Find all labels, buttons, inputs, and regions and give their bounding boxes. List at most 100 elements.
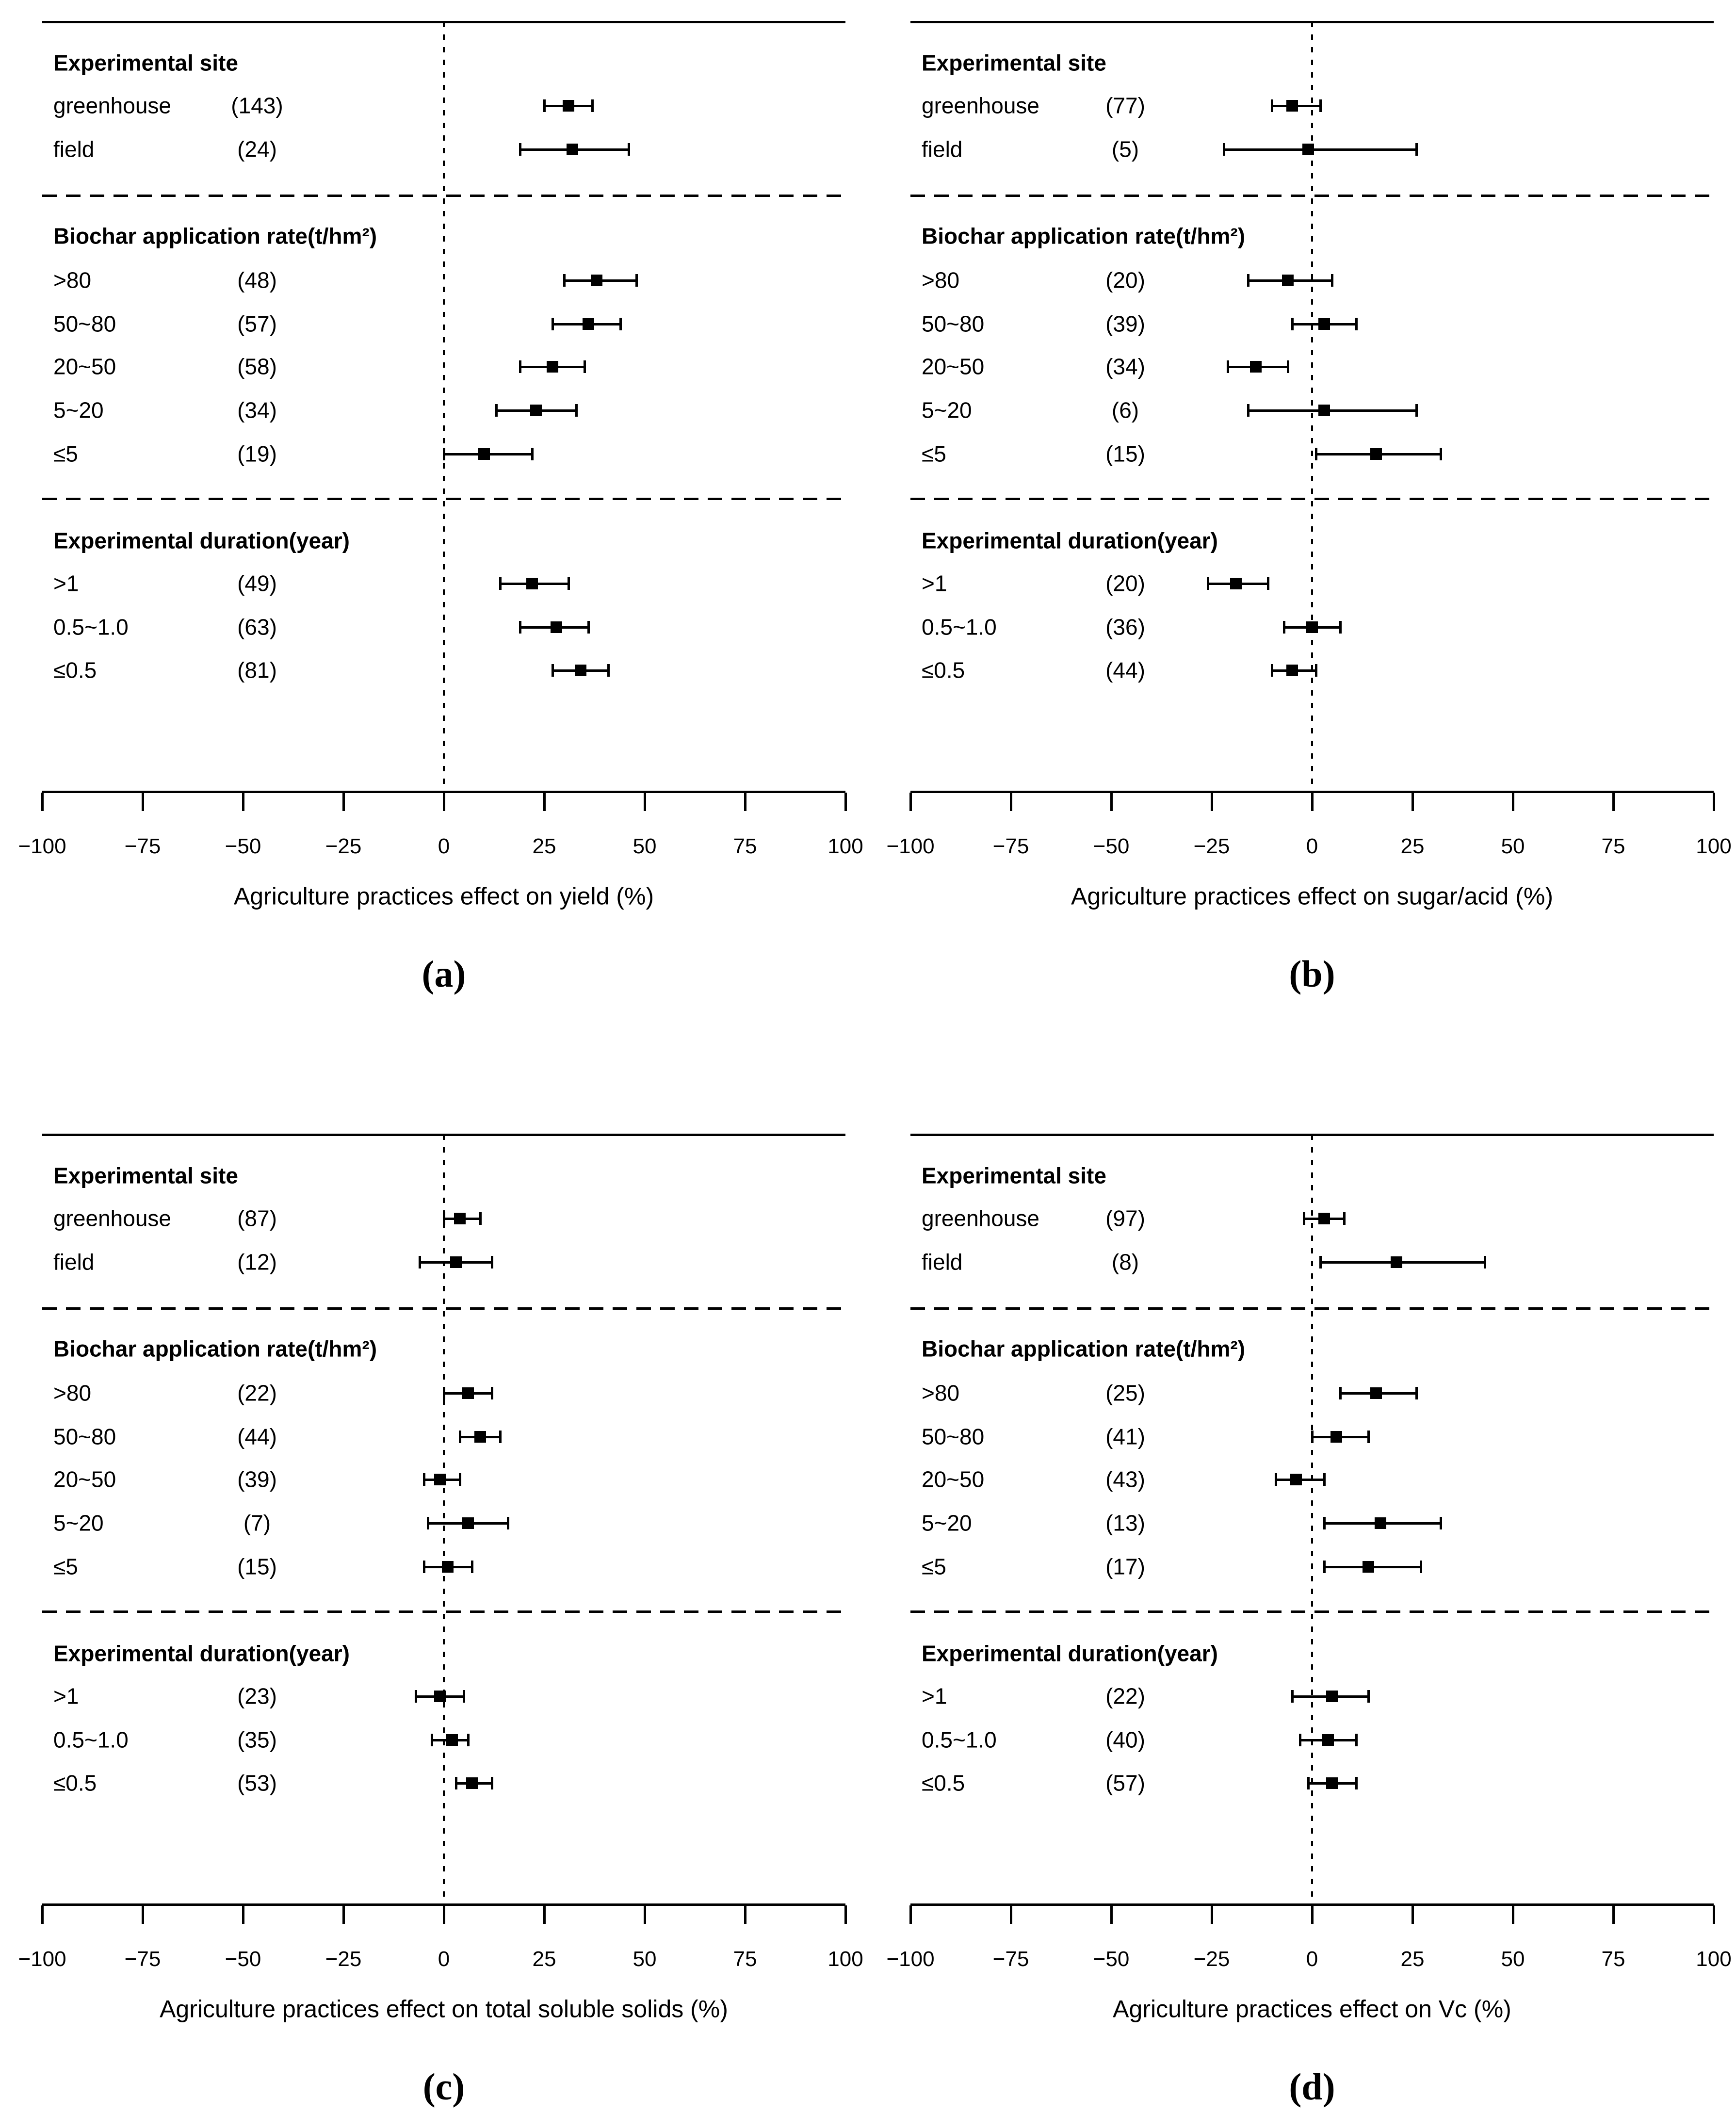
ci-cap-right bbox=[491, 1256, 494, 1268]
ci-cap-left bbox=[1315, 448, 1318, 460]
row-label: greenhouse bbox=[922, 93, 1039, 118]
axis-tick-label: −100 bbox=[886, 834, 935, 858]
ci-cap-right bbox=[1355, 1734, 1358, 1746]
axis-tick-label: 50 bbox=[1501, 834, 1525, 858]
axis-tick-label: 100 bbox=[827, 834, 863, 858]
zero-reference-line bbox=[1311, 22, 1313, 792]
point-estimate-marker bbox=[1302, 144, 1314, 155]
axis-tick bbox=[1311, 1905, 1314, 1924]
point-estimate-marker bbox=[1326, 1691, 1338, 1702]
group-heading: Experimental duration(year) bbox=[922, 1641, 1218, 1666]
ci-cap-right bbox=[467, 1734, 470, 1746]
row-label: >1 bbox=[53, 570, 79, 596]
axis-tick bbox=[242, 793, 244, 811]
ci-cap-right bbox=[463, 1690, 466, 1703]
group-heading: Biochar application rate(t/hm²) bbox=[922, 1336, 1246, 1362]
ci-cap-left bbox=[1307, 1777, 1310, 1789]
group-separator-dashed bbox=[910, 498, 1714, 500]
group-heading: Experimental site bbox=[53, 1163, 238, 1188]
axis-tick-label: −25 bbox=[325, 834, 362, 858]
ci-cap-left bbox=[519, 621, 522, 634]
axis-tick bbox=[142, 1905, 144, 1924]
row-count: (6) bbox=[1111, 397, 1139, 423]
axis-tick bbox=[41, 793, 44, 811]
ci-cap-left bbox=[551, 664, 554, 677]
axis-tick-label: −75 bbox=[992, 834, 1029, 858]
axis-tick-label: 25 bbox=[532, 1947, 556, 1971]
ci-cap-right bbox=[619, 318, 622, 330]
x-axis-title: Agriculture practices effect on yield (%… bbox=[233, 882, 654, 910]
ci-cap-left bbox=[1339, 1387, 1342, 1399]
ci-cap-right bbox=[1266, 577, 1269, 590]
axis-tick-label: 25 bbox=[1400, 834, 1425, 858]
point-estimate-marker bbox=[462, 1517, 474, 1529]
point-estimate-marker bbox=[1330, 1431, 1342, 1443]
row-count: (143) bbox=[231, 93, 283, 118]
ci-cap-right bbox=[1415, 143, 1418, 156]
x-axis-line bbox=[910, 1903, 1714, 1906]
row-label: 20~50 bbox=[922, 354, 985, 379]
point-estimate-marker bbox=[1390, 1256, 1402, 1268]
group-separator-dashed bbox=[42, 195, 845, 197]
zero-reference-line bbox=[443, 1135, 445, 1904]
row-label: >80 bbox=[53, 1380, 92, 1406]
row-count: (63) bbox=[237, 614, 277, 640]
ci-cap-left bbox=[1283, 621, 1286, 634]
ci-cap-right bbox=[1323, 1473, 1326, 1486]
point-estimate-marker bbox=[434, 1691, 446, 1702]
row-count: (20) bbox=[1105, 267, 1145, 293]
point-estimate-marker bbox=[530, 405, 542, 416]
row-label: 5~20 bbox=[53, 397, 104, 423]
ci-cap-left bbox=[1206, 577, 1209, 590]
axis-tick-label: −50 bbox=[225, 1947, 261, 1971]
ci-cap-left bbox=[443, 1212, 445, 1225]
row-count: (44) bbox=[1105, 657, 1145, 683]
ci-cap-left bbox=[422, 1473, 425, 1486]
row-label: 20~50 bbox=[53, 1466, 116, 1492]
row-label: ≤5 bbox=[53, 441, 78, 467]
ci-cap-left bbox=[422, 1561, 425, 1573]
ci-cap-left bbox=[563, 274, 566, 287]
group-separator-dashed bbox=[42, 1307, 845, 1310]
ci-cap-right bbox=[1331, 274, 1334, 287]
axis-tick-label: 100 bbox=[1696, 1947, 1732, 1971]
ci-cap-left bbox=[431, 1734, 434, 1746]
ci-line bbox=[1320, 1261, 1485, 1264]
ci-cap-right bbox=[1355, 318, 1358, 330]
row-count: (22) bbox=[1105, 1683, 1145, 1709]
axis-tick bbox=[909, 793, 912, 811]
ci-cap-right bbox=[607, 664, 610, 677]
axis-tick bbox=[844, 793, 847, 811]
ci-cap-right bbox=[1439, 1517, 1442, 1529]
ci-cap-right bbox=[479, 1212, 482, 1225]
row-count: (8) bbox=[1111, 1249, 1139, 1275]
axis-tick bbox=[744, 1905, 746, 1924]
x-axis-line bbox=[910, 791, 1714, 793]
row-count: (23) bbox=[237, 1683, 277, 1709]
point-estimate-marker bbox=[434, 1474, 446, 1485]
ci-cap-left bbox=[1227, 360, 1230, 373]
axis-tick bbox=[443, 793, 445, 811]
group-heading: Experimental site bbox=[53, 50, 238, 76]
group-separator-dashed bbox=[42, 1610, 845, 1613]
ci-cap-right bbox=[531, 448, 534, 460]
axis-tick bbox=[1311, 793, 1314, 811]
axis-tick bbox=[1010, 793, 1012, 811]
row-count: (19) bbox=[237, 441, 277, 467]
row-label: 0.5~1.0 bbox=[922, 1727, 997, 1753]
point-estimate-marker bbox=[562, 100, 574, 112]
axis-tick bbox=[1110, 793, 1113, 811]
row-label: ≤5 bbox=[922, 441, 946, 467]
axis-tick bbox=[342, 793, 345, 811]
ci-cap-right bbox=[1339, 621, 1342, 634]
x-axis-title: Agriculture practices effect on sugar/ac… bbox=[1071, 882, 1553, 910]
ci-cap-right bbox=[583, 360, 586, 373]
ci-cap-right bbox=[587, 621, 590, 634]
axis-tick-label: 75 bbox=[1601, 1947, 1625, 1971]
zero-reference-line bbox=[1311, 1135, 1313, 1904]
ci-cap-right bbox=[1319, 99, 1322, 112]
axis-tick-label: −75 bbox=[124, 1947, 161, 1971]
row-label: greenhouse bbox=[53, 93, 171, 118]
group-separator-dashed bbox=[910, 1610, 1714, 1613]
ci-cap-left bbox=[1247, 274, 1249, 287]
